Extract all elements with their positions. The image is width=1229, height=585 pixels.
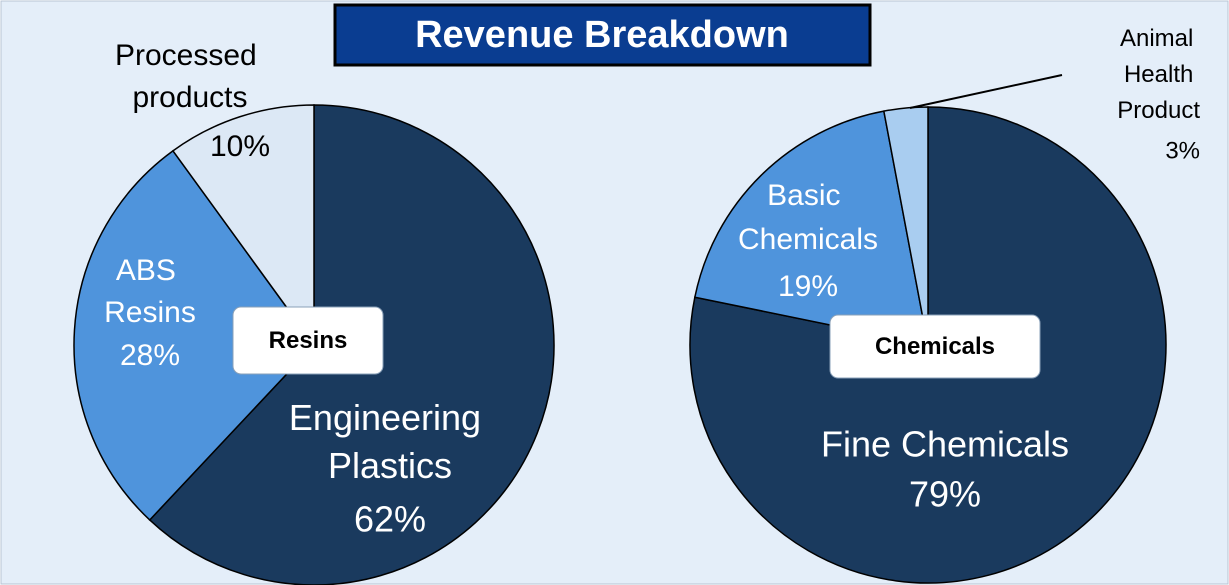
slice-value-label: 19% <box>778 270 838 303</box>
pie-label: Resins <box>269 327 348 354</box>
slice-value-label: 3% <box>1165 137 1200 164</box>
slice-value-label: 79% <box>909 474 981 515</box>
pie-slice <box>693 110 929 346</box>
pie-slice <box>171 104 315 348</box>
slice-label: Fine Chemicals <box>821 424 1069 465</box>
pie-label: Chemicals <box>875 333 995 360</box>
slice-label: Processed products <box>115 39 265 114</box>
slice-label: Engineering Plastics <box>289 397 491 486</box>
slice-value-label: 10% <box>210 130 270 163</box>
slice-label: Basic Chemicals <box>738 179 878 256</box>
slice-value-label: 28% <box>120 339 180 372</box>
pie-label-box <box>829 314 1041 379</box>
pie-label-box <box>232 306 384 375</box>
slice-label: Animal Health Product <box>1117 25 1200 124</box>
title-box <box>333 3 872 67</box>
pie-slice <box>882 106 929 346</box>
pies: Engineering Plastics 62% ABS Resins 28% Proc… <box>73 25 1200 585</box>
slice-label: ABS Resins <box>104 254 196 329</box>
pie-slice <box>73 149 315 522</box>
chart-title: Revenue Breakdown <box>415 14 789 56</box>
slice-value-label: 62% <box>354 499 426 540</box>
leader-line <box>909 74 1063 109</box>
